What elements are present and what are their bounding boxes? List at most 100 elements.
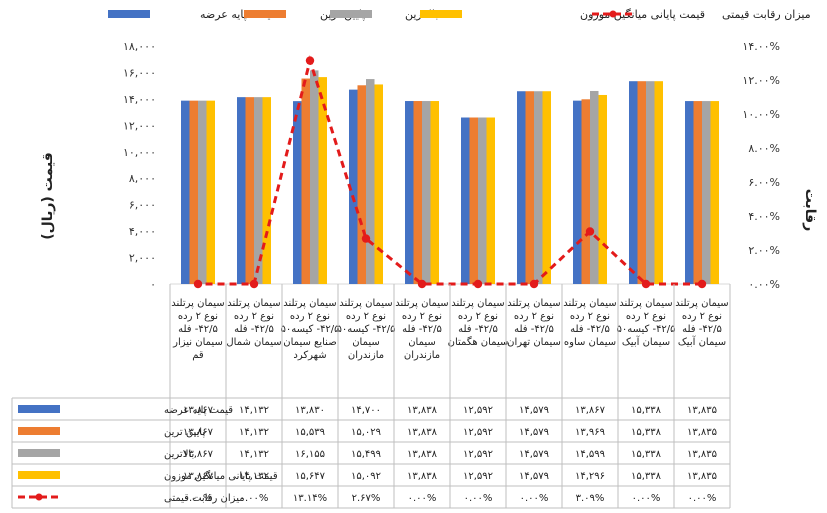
- table-key-swatch: [18, 471, 60, 479]
- bar: [237, 97, 246, 284]
- table-cell: ۲.۶۷%: [352, 493, 381, 504]
- y-right-tick-label: ۱۲.۰۰%: [742, 74, 780, 87]
- bar: [301, 78, 310, 284]
- legend-swatch: [244, 10, 286, 18]
- y-left-tick-label: ۶,۰۰۰: [129, 199, 156, 212]
- table-cell: ۱۳,۸۳۵: [687, 405, 717, 416]
- y-left-tick-label: ۱۸,۰۰۰: [123, 40, 156, 53]
- table-cell: ۱۴,۲۹۶: [575, 471, 605, 482]
- category-label: سیمان پرتلند نوع ۲ رده ۴۲/۵- فله سیمان مازند…: [395, 298, 448, 361]
- bar: [710, 101, 719, 284]
- bar: [357, 85, 366, 284]
- table-cell: ۱۲,۵۹۲: [463, 427, 493, 438]
- bar: [254, 97, 263, 284]
- table-cell: ۱۴,۵۷۹: [519, 427, 549, 438]
- bar: [374, 84, 383, 284]
- table-cell: ۰.۰۰%: [184, 493, 213, 504]
- table-cell: ۱۶,۱۵۵: [295, 449, 325, 460]
- table-cell: ۱۵,۵۳۹: [295, 427, 325, 438]
- legend-line-marker: [609, 10, 617, 18]
- bar: [198, 100, 207, 284]
- category-label: سیمان پرتلند نوع ۲ رده ۴۲/۵- فله سیمان آبیک: [675, 298, 728, 348]
- table-cell: ۰.۰۰%: [688, 493, 717, 504]
- table-key-swatch: [18, 427, 60, 435]
- table-cell: ۰.۰۰%: [464, 493, 493, 504]
- table-cell: ۱۴,۱۳۲: [239, 471, 269, 482]
- competition-point: [529, 279, 539, 289]
- category-label: سیمان پرتلند نوع ۲ رده ۴۲/۵- فله سیمان ساوه: [563, 298, 616, 348]
- bar: [573, 100, 582, 284]
- y-right-tick-label: ۴.۰۰%: [748, 210, 780, 223]
- table-cell: ۰.۰۰%: [520, 493, 549, 504]
- bar: [629, 81, 638, 284]
- competition-point: [417, 279, 427, 289]
- category-label: سیمان پرتلند نوع ۲ رده ۴۲/۵- فله سیمان هگمت…: [448, 298, 509, 348]
- bar: [598, 94, 607, 284]
- bar: [245, 97, 254, 284]
- bar: [349, 89, 358, 284]
- table-key-swatch: [18, 405, 60, 413]
- competition-point: [473, 279, 483, 289]
- table-cell: ۱۲,۵۹۲: [463, 405, 493, 416]
- competition-point: [641, 279, 651, 289]
- bar: [542, 91, 551, 285]
- table-cell: ۱۳,۸۳۵: [687, 427, 717, 438]
- table-cell: ۱۵,۰۹۲: [351, 471, 381, 482]
- competition-point: [305, 56, 315, 65]
- table-row-label: میزان رقابت قیمتی: [164, 493, 245, 504]
- table-cell: ۱۴,۵۷۹: [519, 471, 549, 482]
- y-left-tick-label: ۱۲,۰۰۰: [123, 119, 156, 132]
- table-cell: ۱۲,۵۹۲: [463, 449, 493, 460]
- category-label: سیمان پرتلند نوع ۲ رده ۴۲/۵- کیسه۵۰ سیمان آ…: [616, 298, 675, 348]
- y-left-tick-label: ۸,۰۰۰: [129, 172, 156, 185]
- table-cell: ۱۳,۸۳۰: [295, 405, 325, 416]
- bar: [590, 90, 599, 284]
- table-row-label: قیمت پایه عرضه: [164, 405, 233, 416]
- bar: [469, 117, 478, 285]
- y-right-tick-label: ۶.۰۰%: [748, 176, 780, 189]
- y-right-tick-label: ۰.۰۰%: [748, 278, 780, 291]
- table-cell: ۰.۰۰%: [408, 493, 437, 504]
- table-key-marker: [35, 493, 43, 501]
- table-cell: ۱۴,۵۹۹: [575, 449, 605, 460]
- y-left-tick-label: ۲,۰۰۰: [129, 252, 156, 265]
- bar-marks: [181, 70, 719, 285]
- y-right-tick-label: ۸.۰۰%: [748, 142, 780, 155]
- table-cell: ۱۴,۱۳۲: [239, 427, 269, 438]
- table-row-label: بالاترین: [164, 449, 194, 460]
- bar: [534, 91, 543, 285]
- competition-point: [585, 227, 595, 236]
- axes: ۰ ۲,۰۰۰ ۴,۰۰۰ ۶,۰۰۰ ۸,۰۰۰ ۱۰,۰۰۰ ۱۲,۰۰۰ ۱۴,۰۰۰ ۱…: [40, 40, 818, 361]
- bar: [517, 91, 526, 285]
- table-cell: ۱۵,۰۲۹: [351, 427, 381, 438]
- bar: [310, 70, 319, 285]
- competition-point: [361, 234, 371, 243]
- table-cell: ۱۳,۸۳۸: [407, 405, 438, 416]
- y-left-tick-label: ۴,۰۰۰: [129, 225, 156, 238]
- table-cell: ۱۳,۸۶۷: [575, 405, 606, 416]
- bar: [189, 100, 198, 284]
- competition-point: [697, 279, 707, 289]
- table-cell: ۱۵,۳۳۸: [631, 471, 662, 482]
- table-cell: ۱۵,۳۳۸: [631, 449, 662, 460]
- table-cell: ۳.۰۹%: [576, 493, 605, 504]
- bar: [685, 101, 694, 284]
- table-cell: ۱۵,۳۳۸: [631, 405, 662, 416]
- table-cell: ۰.۰۰%: [240, 493, 269, 504]
- bar: [654, 81, 663, 284]
- bar: [206, 100, 215, 284]
- table-cell: ۱۴,۷۰۰: [351, 405, 381, 416]
- legend-swatch: [108, 10, 150, 18]
- table-cell: ۱۴,۱۳۲: [239, 405, 269, 416]
- table-cell: ۱۳,۸۳۸: [407, 449, 438, 460]
- data-table: قیمت پایه عرضه ۱۳,۸۳۵ ۱۵,۳۳۸ ۱۳,۸۶۷ ۱۴,۵۷۹ ۱۲…: [11, 284, 731, 509]
- table-cell: ۱۳,۸۳۸: [407, 471, 438, 482]
- table-cell: ۱۳,۸۶۷: [183, 427, 214, 438]
- table-cell: ۱۴,۵۷۹: [519, 405, 549, 416]
- bar: [646, 81, 655, 284]
- category-label: سیمان پرتلند نوع ۲ رده ۴۲/۵- فله سیمان تهرا…: [507, 298, 561, 348]
- bar: [293, 101, 302, 285]
- y-left-tick-label: ۱۰,۰۰۰: [123, 146, 156, 159]
- table-cell: ۱۵,۳۳۸: [631, 427, 662, 438]
- table-cell: ۱۴,۵۷۹: [519, 449, 549, 460]
